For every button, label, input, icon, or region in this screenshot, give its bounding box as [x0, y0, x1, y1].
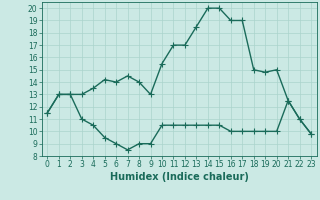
X-axis label: Humidex (Indice chaleur): Humidex (Indice chaleur)	[110, 172, 249, 182]
